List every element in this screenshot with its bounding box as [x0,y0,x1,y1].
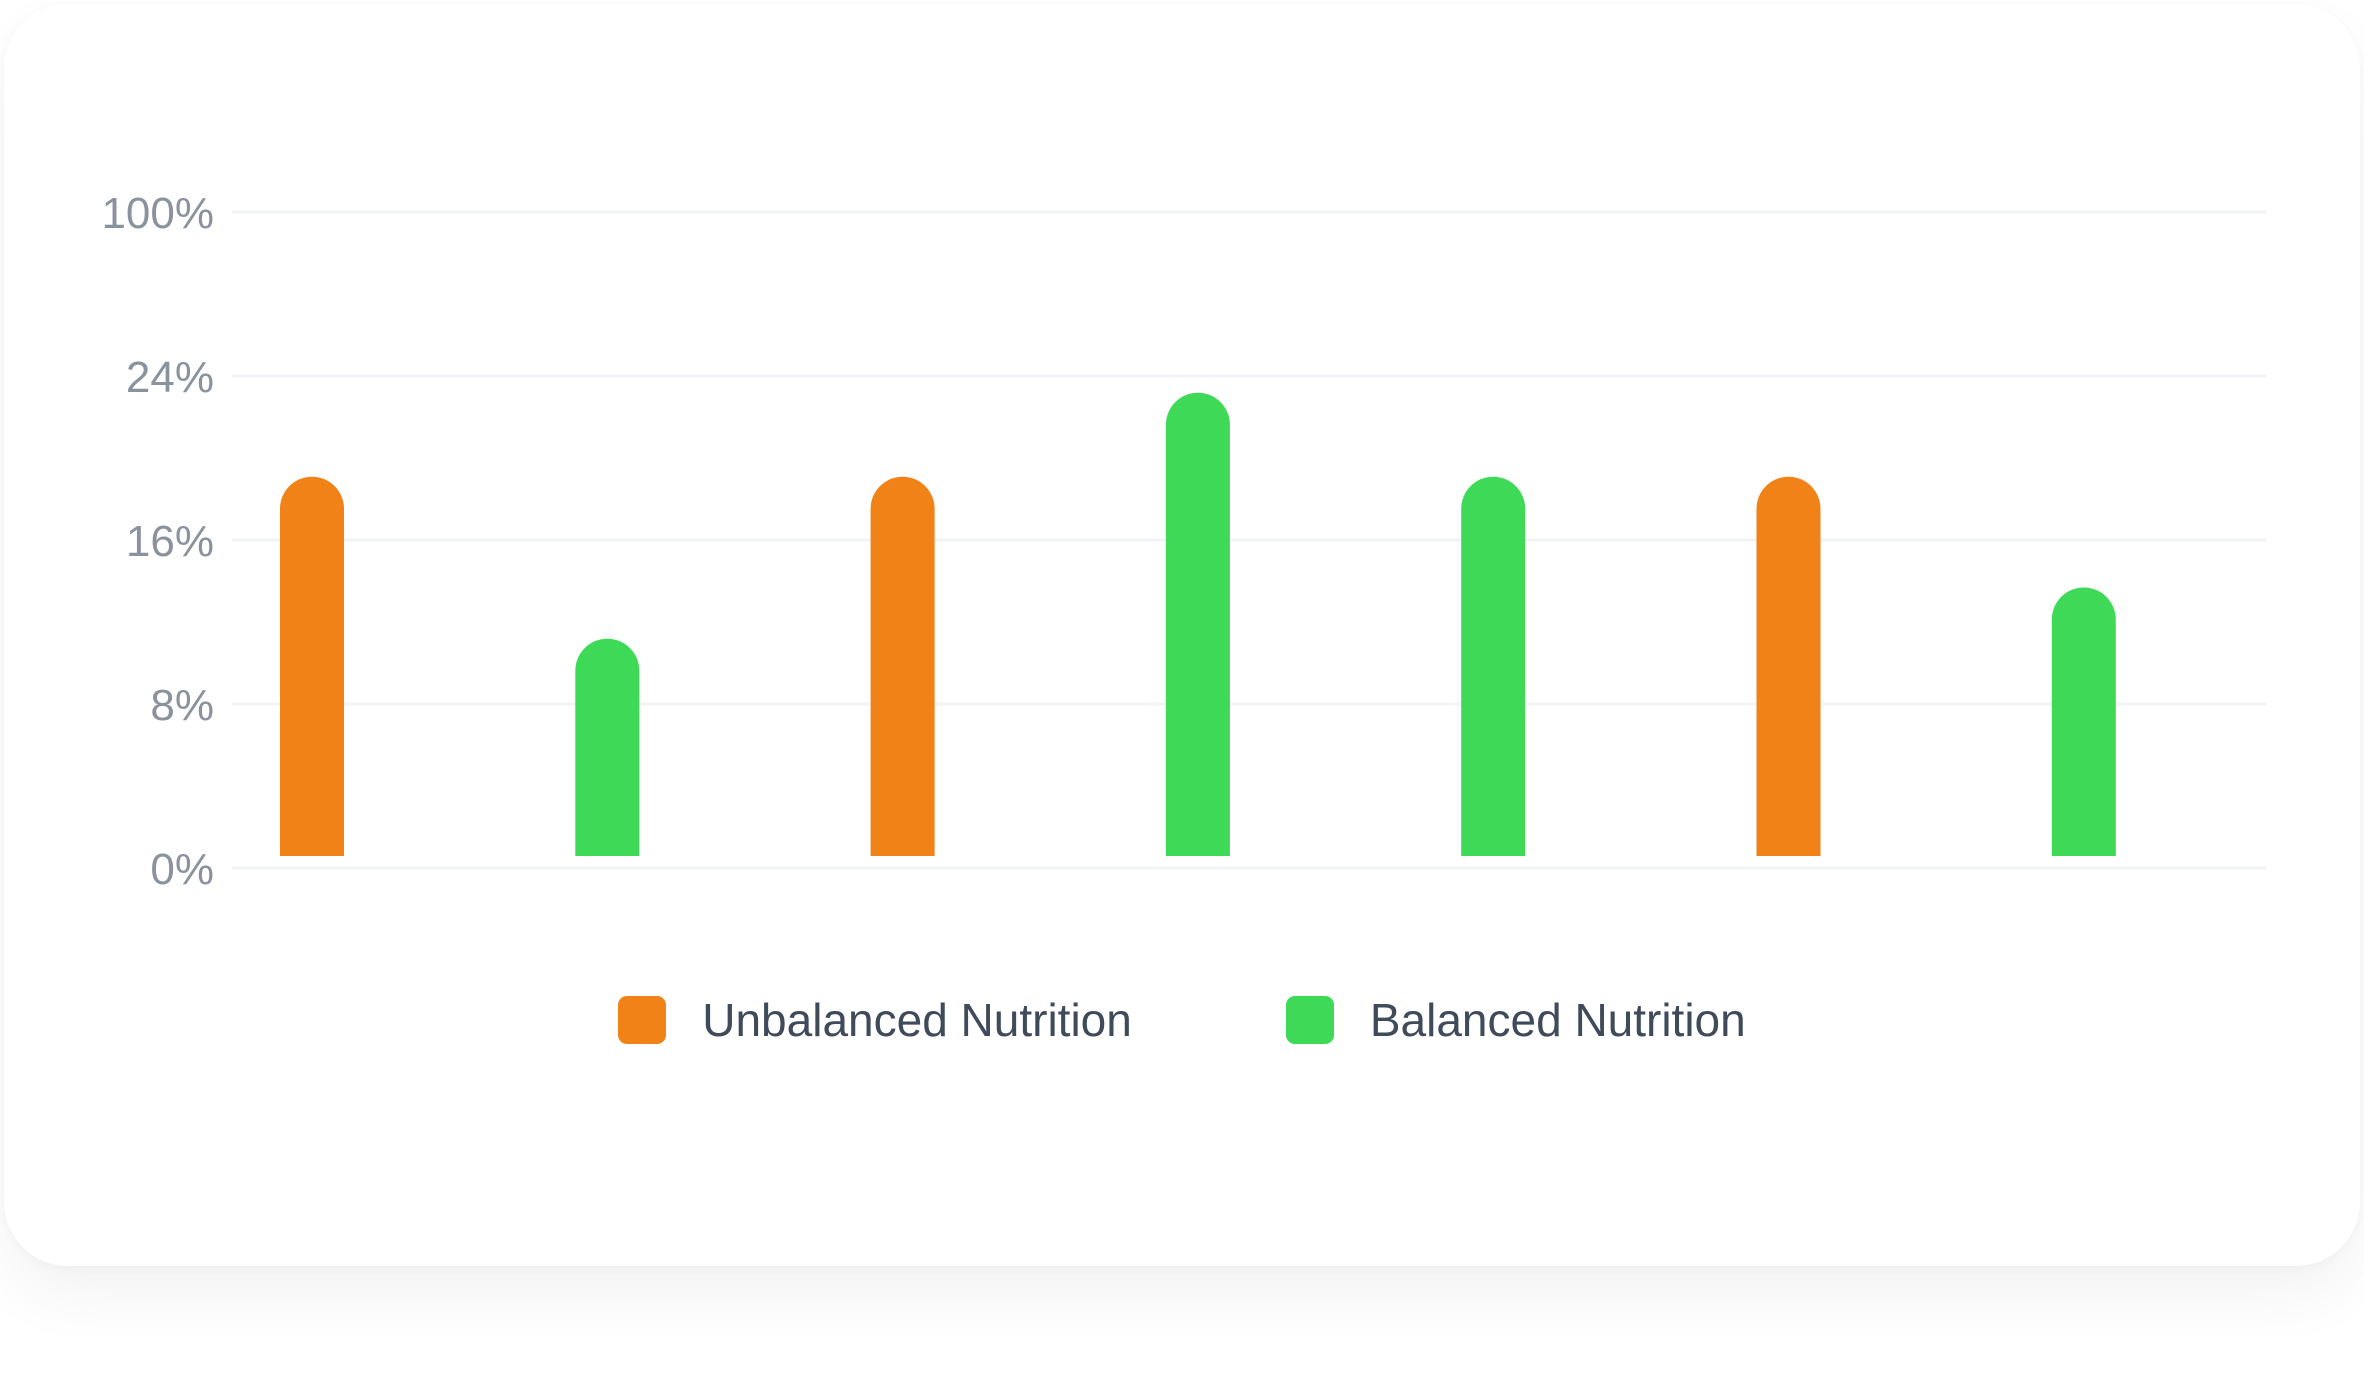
legend-item-balanced: Balanced Nutrition [1285,993,1746,1047]
bars [280,392,2116,856]
bar-balanced [575,638,640,856]
bar-unbalanced [280,476,344,856]
legend: Unbalanced Nutrition Balanced Nutrition [0,990,2364,1050]
bar-unbalanced [870,476,935,856]
legend-swatch-balanced [1285,996,1334,1044]
bar-balanced [2051,587,2116,856]
bar-unbalanced [1756,476,1821,856]
y-tick-label: 100% [101,189,214,238]
legend-label-balanced: Balanced Nutrition [1369,994,1746,1046]
y-tick-label: 16% [126,517,214,566]
bar-balanced [1165,392,1230,856]
y-tick-label: 8% [150,681,214,730]
y-tick-label: 24% [126,353,214,402]
legend-item-unbalanced: Unbalanced Nutrition [618,993,1132,1047]
gridlines [232,210,2266,870]
y-tick-label: 0% [150,845,214,894]
bar-balanced [1461,476,1526,856]
y-axis-ticks: 0% 8% 16% 24% 100% [101,189,214,894]
legend-swatch-unbalanced [618,996,667,1044]
legend-label-unbalanced: Unbalanced Nutrition [702,994,1132,1046]
